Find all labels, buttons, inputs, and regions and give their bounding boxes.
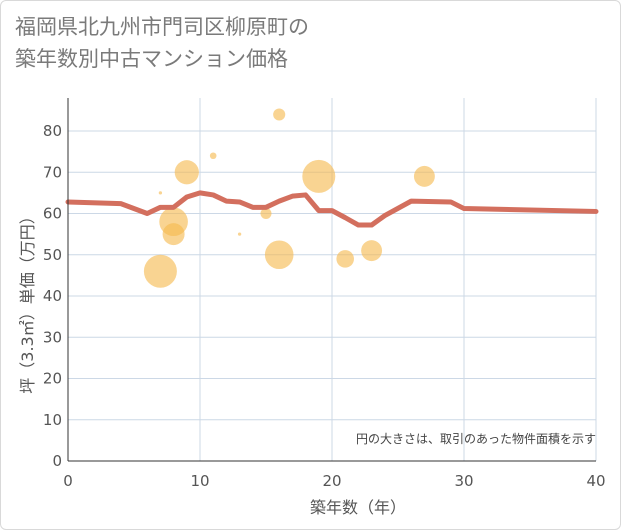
x-tick-label-20: 20 bbox=[322, 472, 341, 490]
title-line-2: 築年数別中古マンション価格 bbox=[15, 47, 288, 71]
y-tick-label-30: 30 bbox=[43, 328, 62, 346]
bubble-point-3 bbox=[162, 223, 185, 246]
size-note: 円の大きさは、取引のあった物件面積を示す bbox=[356, 431, 596, 446]
x-tick-label-0: 0 bbox=[63, 472, 73, 490]
y-tick-label-40: 40 bbox=[43, 287, 62, 305]
bubble-point-4 bbox=[174, 160, 199, 185]
y-tick-label-80: 80 bbox=[43, 122, 62, 140]
bubble-point-7 bbox=[260, 208, 272, 219]
trend-series bbox=[65, 190, 599, 228]
bubble-point-0 bbox=[143, 254, 177, 288]
bubble-point-12 bbox=[361, 240, 383, 262]
y-tick-label-20: 20 bbox=[43, 370, 62, 388]
axes: 0 10 20 30 40 50 60 70 80 0 10 20 30 40 bbox=[43, 98, 606, 490]
grid-lines bbox=[68, 98, 597, 461]
bubble-point-5 bbox=[209, 152, 217, 160]
y-tick-label-70: 70 bbox=[43, 163, 62, 181]
y-tick-label-50: 50 bbox=[43, 246, 62, 264]
bubble-point-9 bbox=[264, 240, 294, 270]
y-tick-label-60: 60 bbox=[43, 205, 62, 223]
bubble-point-10 bbox=[302, 159, 336, 193]
bubble-point-13 bbox=[413, 165, 435, 187]
bubble-point-8 bbox=[273, 108, 286, 121]
bubble-point-11 bbox=[336, 250, 355, 268]
y-tick-label-0: 0 bbox=[52, 452, 62, 470]
trend-line bbox=[65, 190, 599, 228]
chart-title: 福岡県北九州市門司区柳原町の 築年数別中古マンション価格 bbox=[15, 11, 535, 75]
y-tick-label-10: 10 bbox=[43, 411, 62, 429]
title-line-1: 福岡県北九州市門司区柳原町の bbox=[15, 15, 309, 39]
x-tick-label-10: 10 bbox=[190, 472, 209, 490]
x-tick-label-40: 40 bbox=[586, 472, 605, 490]
y-axis-title: 坪（3.3㎡）単価（万円） bbox=[18, 208, 37, 393]
bubble-point-6 bbox=[237, 232, 242, 236]
bubble-series bbox=[143, 108, 435, 288]
x-axis-title: 築年数（年） bbox=[310, 498, 406, 517]
x-tick-label-30: 30 bbox=[454, 472, 473, 490]
bubble-point-1 bbox=[158, 191, 163, 195]
